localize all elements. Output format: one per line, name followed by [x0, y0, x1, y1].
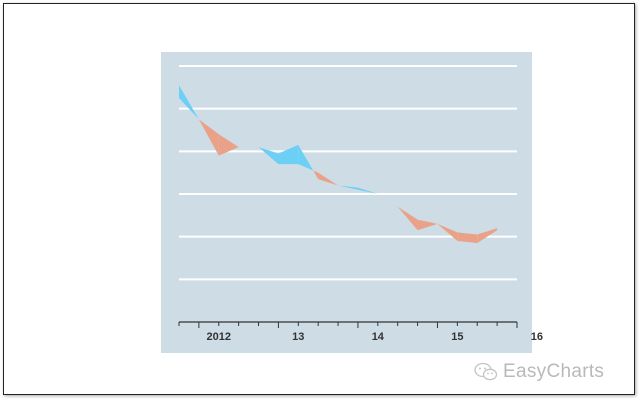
difference-area-segment [298, 144, 314, 171]
difference-area-segment [338, 185, 358, 190]
x-tick-label: 15 [451, 331, 463, 343]
difference-area-segment [417, 219, 438, 231]
x-axis: 2012 13 14 15 16 [178, 321, 543, 343]
difference-area-segment [258, 147, 279, 165]
difference-area-segment [218, 134, 239, 156]
difference-area-segment [318, 172, 339, 186]
wechat-icon [474, 362, 498, 381]
watermark-text: EasyCharts [503, 361, 605, 382]
difference-area-segment [198, 119, 219, 156]
difference-area-segment [357, 187, 378, 194]
x-tick-label: 2012 [207, 331, 231, 343]
difference-area-segment [477, 228, 498, 244]
x-tick-label: 13 [292, 331, 304, 343]
difference-area-segment [437, 223, 458, 241]
difference-area-segment [457, 232, 478, 244]
difference-area-segment [179, 85, 199, 120]
x-tick-label: 14 [372, 331, 385, 343]
difference-area-segment [397, 206, 418, 231]
difference-areas [179, 85, 498, 244]
difference-area-segment [278, 144, 299, 165]
watermark: EasyCharts [474, 360, 604, 384]
difference-area-segment [313, 170, 319, 180]
x-tick-label: 16 [531, 331, 543, 343]
plot-background [161, 52, 532, 353]
